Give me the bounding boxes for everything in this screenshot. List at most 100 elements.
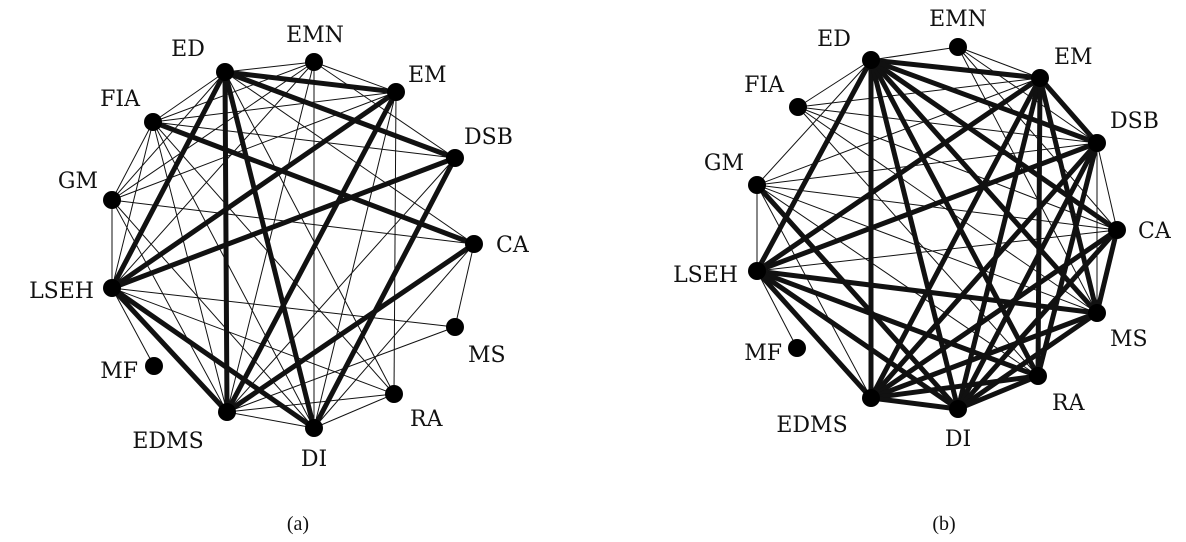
edge-thick-ra-lseh: [754, 268, 1041, 379]
node-ca: [465, 235, 483, 253]
node-label-ca: CA: [1138, 219, 1172, 244]
edge-thin-ca-di: [313, 243, 475, 429]
node-label-lseh: LSEH: [29, 279, 94, 304]
node-edms: [218, 403, 236, 421]
edge-thick-ed-lseh: [109, 69, 228, 291]
edge-thick-lseh-di: [754, 268, 961, 412]
edge-thin-edms-ms: [226, 326, 456, 413]
edge-thin-emn-lseh: [111, 61, 315, 289]
node-label-lseh: LSEH: [673, 263, 738, 288]
edge-thin-emn-fia: [152, 61, 315, 123]
node-dsb: [1088, 134, 1106, 152]
node-emn: [949, 38, 967, 56]
edge-thick-edms-di: [868, 395, 961, 412]
node-lseh: [748, 262, 766, 280]
node-mf: [145, 357, 163, 375]
edge-thin-em-gm: [756, 77, 1041, 186]
edge-thin-emn-dsb: [957, 46, 1098, 144]
edge-thick-lseh-edms: [109, 285, 230, 415]
edge-thick-ed-dsb: [222, 69, 458, 161]
node-edms: [862, 389, 880, 407]
node-dsb: [446, 149, 464, 167]
edge-thin-dsb-ca: [1096, 142, 1118, 231]
thick-edges-a: [109, 69, 477, 431]
edge-thin-fia-gm: [111, 121, 154, 201]
node-label-em: EM: [1054, 45, 1093, 70]
node-di: [305, 419, 323, 437]
edge-thick-ra-di: [955, 373, 1041, 412]
edge-thin-lseh-ra: [111, 287, 395, 395]
node-label-di: DI: [301, 447, 327, 472]
edge-thin-fia-di: [152, 121, 315, 429]
edge-thick-ca-ms: [1094, 227, 1120, 316]
edge-thin-ed-gm: [111, 71, 226, 201]
edge-thick-ed-ca: [868, 57, 1120, 233]
edge-thick-ms-lseh: [754, 268, 1100, 316]
edge-thick-ed-lseh: [754, 57, 874, 274]
edge-thin-gm-di: [111, 199, 315, 429]
node-label-ms: MS: [468, 343, 506, 368]
node-label-dsb: DSB: [1110, 109, 1159, 134]
edge-thin-ed-ra: [224, 71, 395, 395]
edge-thick-dsb-di: [955, 140, 1100, 412]
node-label-em: EM: [408, 63, 447, 88]
edge-thin-lseh-mf: [111, 287, 155, 367]
edge-thin-fia-dsb: [797, 106, 1098, 144]
edge-thick-ed-em: [222, 69, 399, 95]
edge-thick-lseh-di: [109, 285, 317, 431]
edge-thin-em-di: [313, 91, 397, 429]
edge-thick-lseh-edms: [754, 268, 874, 401]
node-label-edms: EDMS: [776, 413, 847, 438]
edge-thin-ed-fia: [797, 59, 872, 108]
node-label-fia: FIA: [100, 87, 141, 112]
node-gm: [748, 176, 766, 194]
node-ms: [1088, 304, 1106, 322]
caption-a: (a): [287, 513, 309, 535]
edge-thin-fia-edms: [152, 121, 228, 413]
node-fia: [789, 98, 807, 116]
edge-thick-ed-edms: [222, 69, 230, 415]
node-ed: [862, 51, 880, 69]
node-em: [387, 83, 405, 101]
edge-thin-ed-gm: [756, 59, 872, 186]
node-ra: [385, 385, 403, 403]
node-label-emn: EMN: [286, 23, 344, 48]
edge-thick-ed-dsb: [868, 57, 1100, 146]
nodes-b: [748, 38, 1126, 418]
node-label-di: DI: [945, 427, 971, 452]
node-label-ed: ED: [171, 37, 205, 62]
panel-b: ED EMN EM DSB CA MS RA DI EDMS MF LSEH GM FIA (b): [673, 7, 1172, 535]
edge-thick-em-lseh: [109, 89, 399, 291]
edge-thin-emn-gm: [111, 61, 315, 201]
edge-thick-dsb-di: [311, 155, 458, 431]
edge-thin-emn-em: [313, 61, 397, 93]
edge-thin-lseh-ca: [756, 229, 1118, 272]
edge-thin-fia-lseh: [111, 121, 154, 289]
node-ms: [446, 318, 464, 336]
node-em: [1031, 69, 1049, 87]
edge-thin-edms-di: [226, 411, 315, 429]
edge-thin-lseh-mf: [756, 270, 798, 349]
edge-thick-fia-ca: [150, 119, 477, 247]
edge-thick-ca-edms: [868, 227, 1120, 401]
edge-thick-ca-edms: [224, 241, 477, 415]
edge-thin-emn-ms: [957, 46, 1098, 314]
node-ra: [1029, 367, 1047, 385]
edge-thin-em-gm: [111, 91, 397, 201]
node-label-gm: GM: [704, 151, 744, 176]
node-label-mf: MF: [100, 359, 138, 384]
node-label-emn: EMN: [929, 7, 987, 32]
edge-thin-ed-emn: [224, 61, 315, 73]
node-ca: [1108, 221, 1126, 239]
thick-edges-b: [754, 57, 1120, 412]
caption-b: (b): [932, 513, 955, 535]
node-mf: [788, 339, 806, 357]
edge-thick-ed-ra: [868, 57, 1041, 379]
edge-thin-gm-edms: [111, 199, 228, 413]
edge-thick-ms-di: [955, 310, 1100, 412]
labels-a: ED EMN EM DSB CA MS RA DI EDMS MF LSEH GM FIA: [29, 23, 530, 472]
node-label-edms: EDMS: [132, 429, 203, 454]
edge-thin-emn-edms: [226, 61, 315, 413]
